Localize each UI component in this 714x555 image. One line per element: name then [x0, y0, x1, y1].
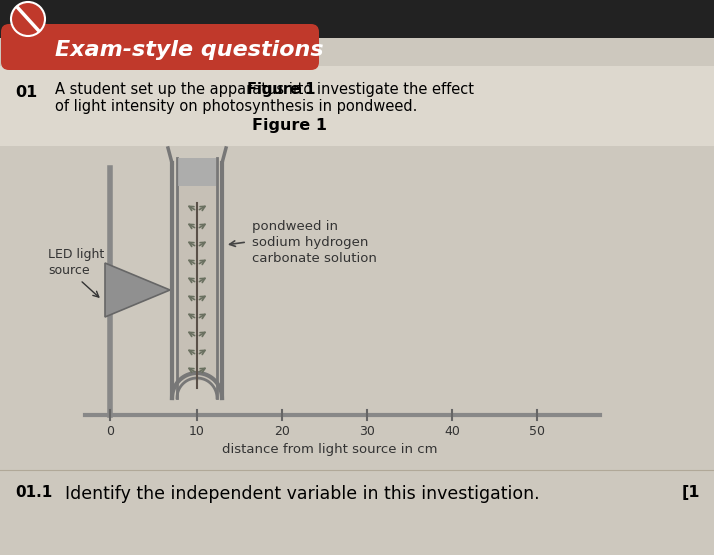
Text: Figure 1: Figure 1: [253, 118, 328, 133]
FancyBboxPatch shape: [178, 186, 216, 381]
Text: Identify the independent variable in this investigation.: Identify the independent variable in thi…: [65, 485, 540, 503]
Bar: [0, 0, 714, 38]
Text: carbonate solution: carbonate solution: [252, 252, 377, 265]
Text: pondweed in: pondweed in: [252, 220, 338, 233]
Text: to investigate the effect: to investigate the effect: [293, 82, 474, 97]
Text: 20: 20: [274, 425, 290, 438]
Text: sodium hydrogen: sodium hydrogen: [252, 236, 368, 249]
Text: 30: 30: [359, 425, 375, 438]
Text: 50: 50: [529, 425, 545, 438]
Text: 40: 40: [444, 425, 460, 438]
Text: A student set up the apparatus in: A student set up the apparatus in: [55, 82, 307, 97]
Text: source: source: [48, 264, 90, 277]
Bar: [0, 66, 714, 146]
Bar: [178, 158, 216, 186]
FancyBboxPatch shape: [1, 24, 319, 70]
Text: Figure 1: Figure 1: [247, 82, 316, 97]
Text: distance from light source in cm: distance from light source in cm: [222, 443, 438, 456]
Text: 0: 0: [106, 425, 114, 438]
Text: of light intensity on photosynthesis in pondweed.: of light intensity on photosynthesis in …: [55, 99, 418, 114]
Text: 01.1: 01.1: [15, 485, 52, 500]
Text: LED light: LED light: [48, 248, 104, 261]
Text: 01: 01: [15, 85, 37, 100]
Polygon shape: [105, 263, 170, 317]
Circle shape: [11, 2, 45, 36]
Text: [1: [1: [681, 485, 700, 500]
Text: Exam-style questions: Exam-style questions: [55, 40, 323, 60]
Text: 10: 10: [189, 425, 205, 438]
